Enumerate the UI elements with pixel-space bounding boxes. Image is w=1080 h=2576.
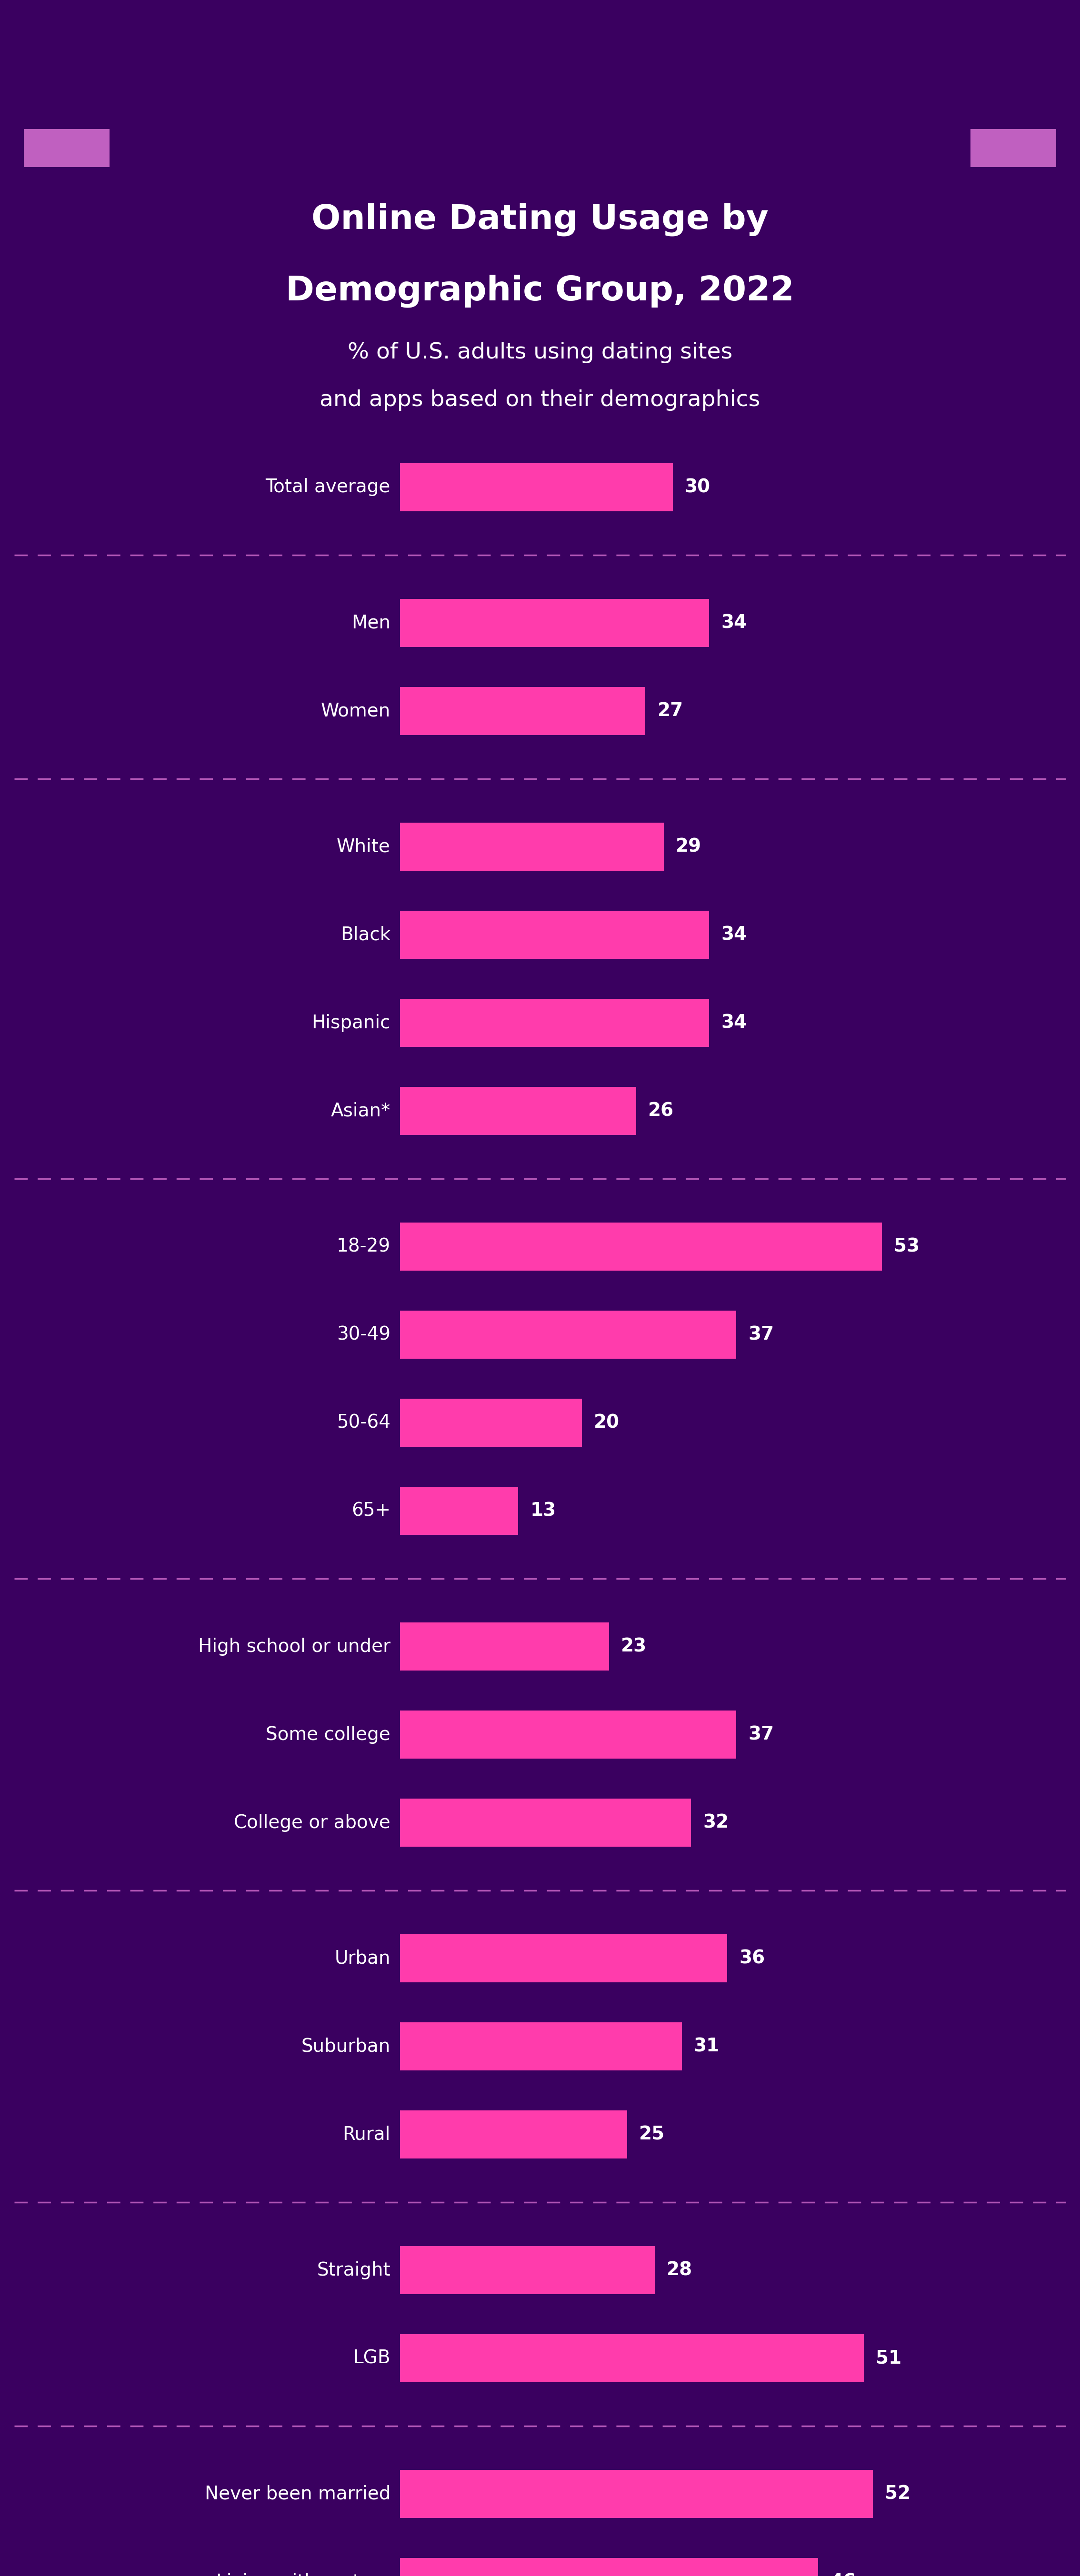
Text: 13: 13 <box>530 1502 556 1520</box>
Text: 28: 28 <box>666 2262 692 2280</box>
Bar <box>400 688 646 734</box>
Bar <box>400 1087 636 1136</box>
Text: and apps based on their demographics: and apps based on their demographics <box>320 389 760 412</box>
Text: 37: 37 <box>748 1327 774 1345</box>
Bar <box>400 1798 691 1847</box>
Text: 34: 34 <box>721 925 746 943</box>
Text: 65+: 65+ <box>351 1502 391 1520</box>
Text: Total average: Total average <box>266 479 391 497</box>
Bar <box>400 1224 881 1270</box>
Bar <box>400 1399 582 1448</box>
Text: High school or under: High school or under <box>198 1638 391 1656</box>
Text: 46: 46 <box>831 2573 855 2576</box>
Bar <box>400 2110 627 2159</box>
Text: Online Dating Usage by: Online Dating Usage by <box>311 204 769 237</box>
Text: Hispanic: Hispanic <box>312 1015 391 1033</box>
Text: 51: 51 <box>876 2349 902 2367</box>
Bar <box>400 1710 737 1759</box>
Bar <box>400 1935 727 1984</box>
Text: College or above: College or above <box>234 1814 391 1832</box>
Text: 30-49: 30-49 <box>337 1327 391 1345</box>
Text: Black: Black <box>340 925 391 943</box>
Text: 23: 23 <box>621 1638 647 1656</box>
Text: Men: Men <box>351 613 391 631</box>
Text: Straight: Straight <box>316 2262 391 2280</box>
Text: Urban: Urban <box>335 1950 391 1968</box>
Text: 53: 53 <box>894 1236 919 1255</box>
Bar <box>400 464 673 513</box>
Text: Rural: Rural <box>342 2125 391 2143</box>
Text: 20: 20 <box>594 1414 620 1432</box>
Bar <box>400 1623 609 1672</box>
Bar <box>400 2246 654 2295</box>
Bar <box>400 2470 873 2519</box>
Text: Demographic Group, 2022: Demographic Group, 2022 <box>286 273 794 307</box>
Bar <box>400 2022 681 2071</box>
Text: 27: 27 <box>658 703 684 721</box>
Bar <box>400 822 663 871</box>
Bar <box>400 2334 864 2383</box>
Text: Some college: Some college <box>266 1726 391 1744</box>
Text: 30: 30 <box>685 479 711 497</box>
Text: Never been married: Never been married <box>204 2486 391 2504</box>
Bar <box>24 129 109 167</box>
Text: 52: 52 <box>885 2486 910 2504</box>
Bar <box>400 1486 518 1535</box>
Text: 26: 26 <box>648 1103 674 1121</box>
Bar <box>400 2558 819 2576</box>
Text: White: White <box>337 837 391 855</box>
Text: 37: 37 <box>748 1726 774 1744</box>
Text: 29: 29 <box>676 837 701 855</box>
Bar <box>400 999 710 1046</box>
Bar <box>971 129 1056 167</box>
Bar <box>400 909 710 958</box>
Text: LGB: LGB <box>353 2349 391 2367</box>
Text: Living with partner: Living with partner <box>216 2573 391 2576</box>
Text: 31: 31 <box>693 2038 719 2056</box>
Text: Women: Women <box>321 703 391 721</box>
Text: 34: 34 <box>721 613 746 631</box>
Text: Suburban: Suburban <box>301 2038 391 2056</box>
Text: 18-29: 18-29 <box>337 1236 391 1255</box>
Bar <box>400 598 710 647</box>
Text: 36: 36 <box>739 1950 765 1968</box>
Text: 25: 25 <box>639 2125 665 2143</box>
Text: 50-64: 50-64 <box>337 1414 391 1432</box>
Text: Asian*: Asian* <box>330 1103 391 1121</box>
Text: 32: 32 <box>703 1814 729 1832</box>
Text: 34: 34 <box>721 1015 746 1033</box>
Bar <box>400 1311 737 1360</box>
Text: % of U.S. adults using dating sites: % of U.S. adults using dating sites <box>348 343 732 363</box>
